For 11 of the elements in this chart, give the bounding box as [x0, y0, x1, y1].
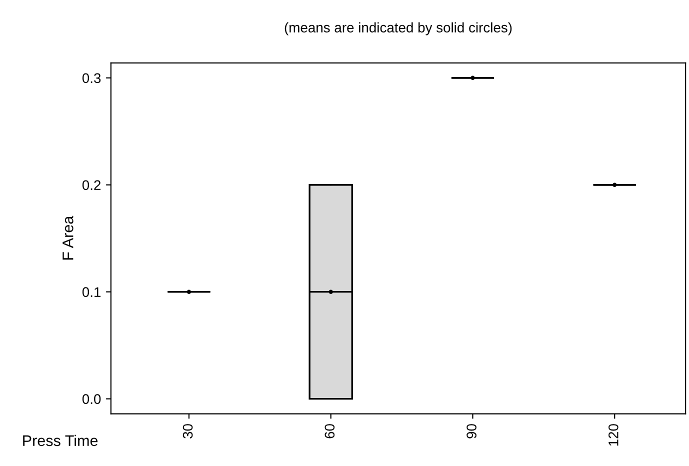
x-tick-label: 60 [324, 424, 335, 438]
y-axis-title: F Area [62, 216, 74, 260]
x-tick-label: 90 [466, 424, 476, 438]
x-axis-title: Press Time [23, 434, 98, 446]
y-tick-label: 0.3 [82, 73, 101, 84]
y-tick-label: 0.0 [82, 394, 101, 404]
y-tick-label: 0.2 [82, 180, 101, 190]
x-tick-label: 120 [608, 424, 618, 446]
x-tick-label: 30 [182, 424, 193, 438]
chart-title: (means are indicated by solid circles) [284, 22, 512, 36]
y-tick-label: 0.1 [82, 287, 101, 298]
